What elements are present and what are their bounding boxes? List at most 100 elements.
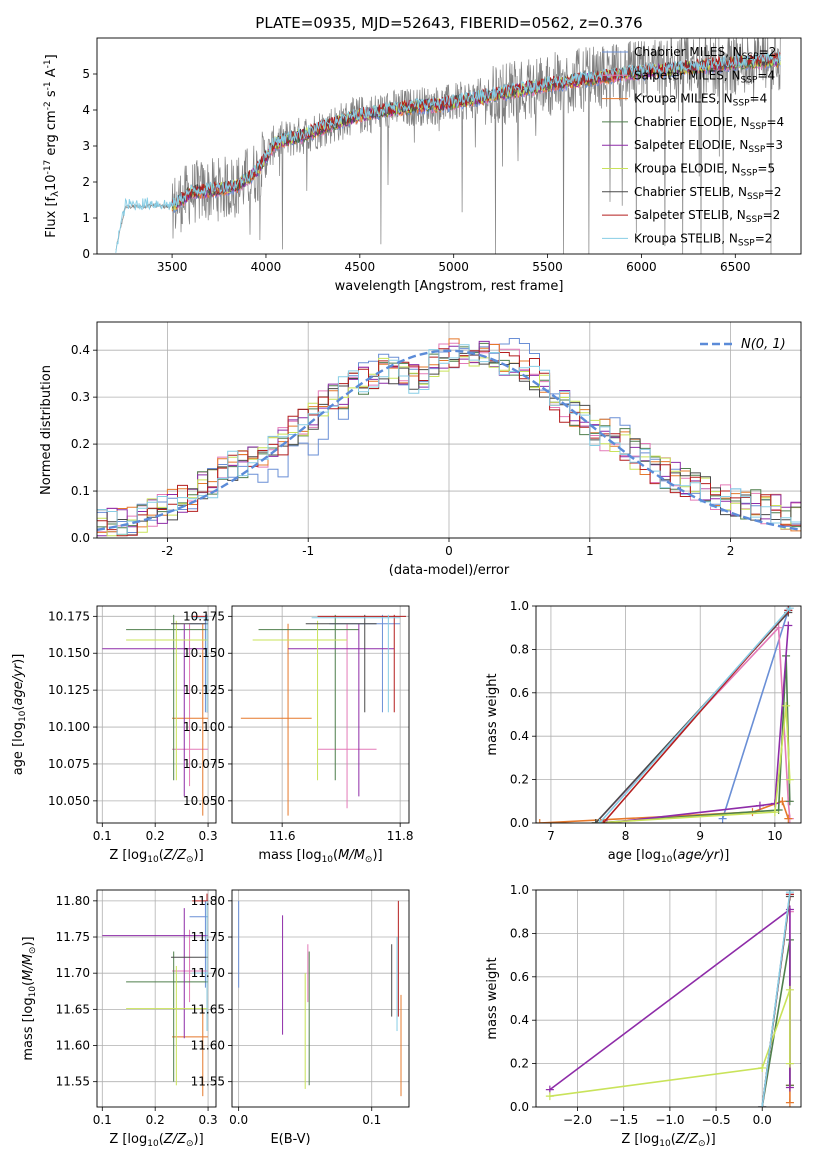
y-tick-label: 10.175 (48, 609, 90, 623)
y-tick-label: 10.150 (183, 646, 225, 660)
massweight-marker-kroupa_stelib (758, 1103, 767, 1107)
x-tick-label: 2 (727, 544, 735, 558)
massweight-marker-kroupa_elodie (758, 1063, 767, 1072)
y-tick-label: 10.050 (48, 794, 90, 808)
x-tick-label: 11.6 (269, 829, 296, 843)
x-axis-label: Z [log10(Z/Z⊙)] (621, 1132, 715, 1149)
massweight-marker-salpeter_elodie (784, 621, 793, 630)
y-axis-label: mass weight (485, 957, 500, 1039)
legend-entry: Chabrier STELIB, NSSP=2 (634, 185, 782, 202)
x-axis-label: mass [log10(M/M⊙)] (258, 848, 382, 865)
massweight-line-chabrier_elodie (761, 939, 791, 1107)
y-tick-label: 0.2 (510, 1057, 529, 1071)
panel-massweight_vs_z: −2.0 −1.5 −1.0 −0.5 0.0 0.0 0.2 0.4 0.6 0.8 1.0 Z [… (485, 883, 802, 1149)
spectrum-legend: Chabrier MILES, NSSP=2 Salpeter MILES, NS… (602, 45, 784, 248)
massweight-marker-chabrier_stelib (591, 819, 600, 823)
legend-entry: Chabrier ELODIE, NSSP=4 (634, 115, 784, 132)
massweight-marker-kroupa_elodie (770, 808, 779, 817)
y-tick-label: 0.8 (510, 926, 529, 940)
y-axis-label: Flux [fλ10-17 erg cm-2 s-1 A-1] (43, 54, 61, 237)
x-tick-label: 0.3 (199, 829, 218, 843)
massweight-marker-kroupa_elodie (785, 985, 794, 994)
panel-age_vs_mass: 11.6 11.8 10.050 10.075 10.100 10.125 10.150 10… (183, 605, 414, 865)
y-tick-label: 10.100 (183, 720, 225, 734)
massweight-line-chabrier_miles (721, 610, 790, 819)
y-tick-label: 0.4 (510, 729, 529, 743)
y-tick-label: 11.70 (191, 966, 225, 980)
massweight-marker-salpeter_elodie (755, 801, 764, 810)
spectrum-model-line-kroupa_stelib (115, 51, 781, 253)
massweight-marker-kroupa_elodie (785, 1059, 794, 1068)
x-tick-label: 6000 (626, 260, 657, 274)
y-axis-label: Normed distribution (39, 365, 54, 495)
x-axis-label: age [log10(age/yr)] (608, 848, 730, 865)
massweight-marker-salpeter_elodie (602, 819, 611, 823)
residual-histograms (97, 338, 801, 537)
massweight-line-kroupa_miles (539, 800, 790, 823)
massweight_vs_z-lines (545, 890, 794, 1107)
y-tick-label: 0.6 (510, 686, 529, 700)
y-tick-label: 10.075 (183, 757, 225, 771)
massweight-marker-kroupa_stelib (595, 819, 604, 823)
y-tick-label: 11.70 (56, 966, 90, 980)
y-tick-label: 11.55 (191, 1075, 225, 1089)
x-tick-label: 5000 (438, 260, 469, 274)
massweight-line-kroupa_elodie (549, 989, 791, 1097)
massweight-marker-salpeter_miles (774, 623, 783, 632)
y-tick-label: 2 (82, 175, 90, 189)
x-tick-label: 0.2 (146, 1113, 165, 1127)
x-tick-label: 4000 (251, 260, 282, 274)
y-tick-label: 10.050 (183, 794, 225, 808)
y-tick-label: 4 (82, 103, 90, 117)
y-tick-label: 11.55 (56, 1075, 90, 1089)
massweight-marker-chabrier_elodie (785, 797, 794, 806)
massweight-marker-kroupa_miles (784, 814, 793, 823)
mass_vs_ebv-points (238, 900, 402, 1097)
spectrum-lines (115, 38, 781, 254)
x-tick-label: -2 (161, 544, 173, 558)
y-tick-label: 11.75 (56, 930, 90, 944)
massweight-marker-kroupa_miles (536, 819, 544, 823)
massweight-marker-salpeter_elodie (785, 1083, 794, 1092)
x-axis-label: Z [log10(Z/Z⊙)] (109, 848, 203, 865)
residual-histogram-kroupa_stelib (97, 344, 801, 535)
x-axis-label: (data-model)/error (389, 563, 510, 578)
x-tick-label: 9 (696, 829, 704, 843)
x-tick-label: 0.3 (199, 1113, 218, 1127)
x-tick-label: 0.2 (146, 829, 165, 843)
y-tick-label: 11.60 (191, 1039, 225, 1053)
massweight-marker-kroupa_elodie (782, 701, 791, 710)
x-tick-label: 0.0 (753, 1113, 772, 1127)
massweight-marker-salpeter_stelib (599, 819, 608, 823)
x-tick-label: 3500 (157, 260, 188, 274)
y-tick-label: 10.125 (183, 683, 225, 697)
y-tick-label: 10.125 (48, 683, 90, 697)
x-tick-label: 0.1 (93, 829, 112, 843)
y-tick-label: 0.1 (71, 484, 90, 498)
x-tick-label: 1 (586, 544, 594, 558)
x-tick-label: 5500 (532, 260, 563, 274)
y-tick-label: 10.150 (48, 646, 90, 660)
y-tick-label: 0.0 (71, 531, 90, 545)
massweight_vs_age-lines (536, 606, 794, 823)
y-tick-label: 1 (82, 211, 90, 225)
y-tick-label: 0.4 (510, 1013, 529, 1027)
x-axis-label: wavelength [Angstrom, rest frame] (335, 279, 564, 294)
massweight-line-kroupa_stelib (761, 892, 791, 1107)
y-tick-label: 11.80 (56, 894, 90, 908)
legend-entry: Salpeter ELODIE, NSSP=3 (634, 138, 783, 155)
axes-frame (535, 605, 802, 824)
legend-entry-normal: N(0, 1) (741, 337, 786, 352)
axes-frame (231, 889, 410, 1108)
y-tick-label: 5 (82, 67, 90, 81)
y-tick-label: 11.75 (191, 930, 225, 944)
y-tick-label: 10.100 (48, 720, 90, 734)
spectrum-data-line (115, 38, 781, 254)
y-tick-label: 11.60 (56, 1039, 90, 1053)
axes-frame (96, 889, 217, 1108)
massweight-marker-kroupa_miles (785, 1098, 794, 1107)
figure-title: PLATE=0935, MJD=52643, FIBERID=0562, z=0… (255, 14, 642, 32)
axes-frame (96, 605, 217, 824)
panel-spectrum: 3500 4000 4500 5000 5500 6000 6500 0 1 2 3 4 5 wavele… (43, 37, 802, 294)
